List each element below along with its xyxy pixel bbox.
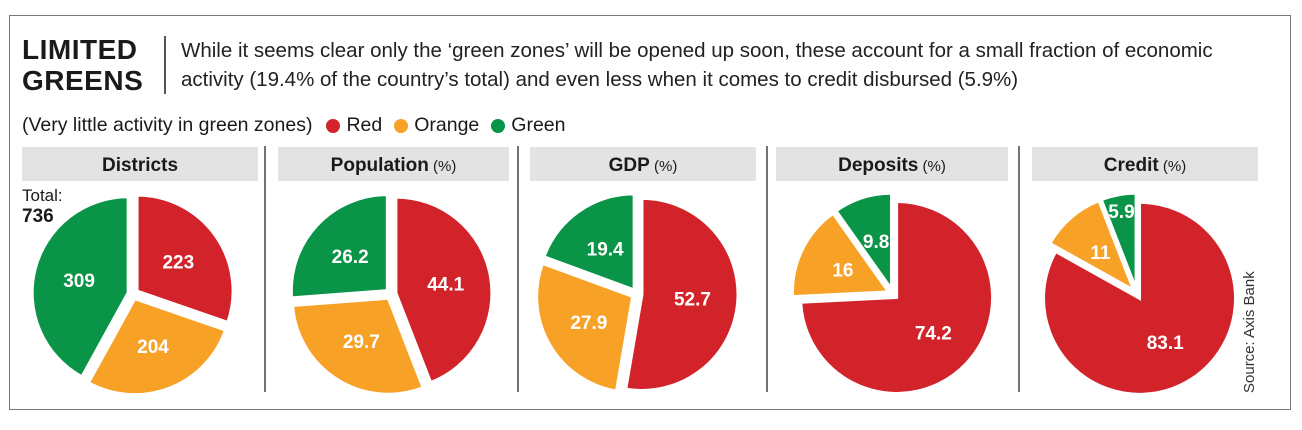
panel-header-5 <box>1032 147 1258 181</box>
total-value: 736 <box>22 206 54 227</box>
panel-header-3 <box>530 147 756 181</box>
pie-slice-green <box>833 191 893 294</box>
pie-slice-green <box>542 192 636 293</box>
pie-label-red: 44.1 <box>427 275 464 296</box>
chart-frame <box>9 15 1291 410</box>
legend-orange-dot <box>394 118 409 133</box>
pie-slice-red <box>624 196 740 392</box>
pie-label-orange: 29.7 <box>343 332 380 353</box>
legend-green-dot <box>491 118 506 133</box>
panel-title-unit: (%) <box>918 158 946 175</box>
pie-label-orange: 11 <box>1090 243 1111 264</box>
pie-label-green: 26.2 <box>332 247 369 268</box>
legend-item-orange: Orange <box>394 114 479 137</box>
panel-title-unit: (%) <box>650 158 678 175</box>
pie-label-red: 83.1 <box>1147 333 1184 354</box>
pie-label-green: 9.8 <box>863 232 889 253</box>
pie-label-red: 52.7 <box>674 290 711 311</box>
legend-item-red: Red <box>326 114 382 137</box>
pie-label-green: 19.4 <box>587 239 624 260</box>
headline-line-2: GREENS <box>22 65 144 96</box>
pie-slice-green <box>1099 191 1138 290</box>
pie-slice-red <box>135 193 235 325</box>
pie-label-orange: 27.9 <box>570 313 607 334</box>
panel-title-3: GDP (%) <box>609 155 678 176</box>
legend: (Very little activity in green zones) Re… <box>22 114 577 137</box>
pie-label-red: 74.2 <box>915 323 952 344</box>
panel-title-unit: (%) <box>1159 158 1187 175</box>
panel-title-4: Deposits (%) <box>838 155 946 176</box>
panel-title-text: GDP <box>609 155 651 176</box>
panel-title-text: Deposits <box>838 155 918 176</box>
panel-title-1: Districts <box>102 155 178 176</box>
pie-slice-orange <box>86 296 228 397</box>
headline-divider <box>164 36 166 94</box>
pie-label-red: 223 <box>162 253 194 274</box>
headline: LIMITED GREENS <box>22 34 143 96</box>
panel-header-4 <box>776 147 1008 181</box>
pie-slice-orange <box>791 211 892 299</box>
panel-title-5: Credit (%) <box>1104 155 1186 176</box>
pie-slice-red <box>799 199 995 395</box>
pie-label-orange: 204 <box>137 337 169 358</box>
pie-slice-red <box>1042 200 1237 396</box>
pie-label-orange: 16 <box>832 261 853 282</box>
panel-title-text: Districts <box>102 155 178 176</box>
panel-title-text: Credit <box>1104 155 1160 176</box>
pie-label-green: 309 <box>63 271 95 292</box>
legend-orange-label: Orange <box>414 114 480 136</box>
subtitle: While it seems clear only the ‘green zon… <box>181 39 1213 91</box>
total-label: Total: <box>22 186 63 205</box>
pie-slice-orange <box>290 296 426 396</box>
pie-slice-green <box>30 195 130 379</box>
legend-item-green: Green <box>491 114 565 137</box>
pie-label-green: 5.9 <box>1108 202 1134 223</box>
pie-slice-orange <box>1047 198 1137 294</box>
panel-title-2: Population (%) <box>331 155 457 176</box>
headline-line-1: LIMITED <box>22 34 138 65</box>
pie-slice-green <box>289 193 389 300</box>
legend-green-label: Green <box>511 114 566 136</box>
pie-slice-red <box>394 195 494 385</box>
panel-header-1 <box>22 147 258 181</box>
panel-title-text: Population <box>331 155 429 176</box>
panel-title-unit: (%) <box>429 158 457 175</box>
legend-note: (Very little activity in green zones) <box>22 114 313 136</box>
legend-red-dot <box>326 118 341 133</box>
panel-header-2 <box>278 147 509 181</box>
pie-slice-orange <box>535 261 635 393</box>
legend-red-label: Red <box>346 114 383 136</box>
